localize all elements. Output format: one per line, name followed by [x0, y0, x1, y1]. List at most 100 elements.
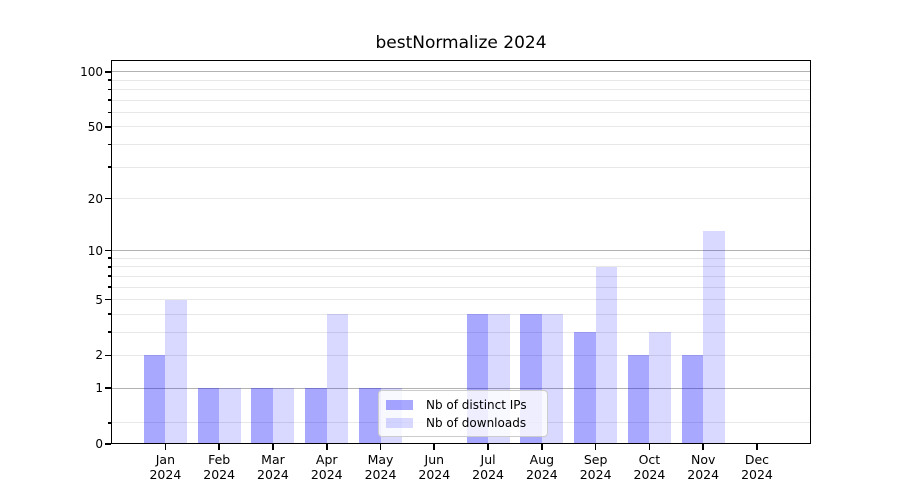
x-tick-label-may: May 2024 — [348, 452, 414, 482]
x-tick-oct — [648, 444, 651, 450]
gridline-y-1 — [111, 387, 811, 389]
bar-oct-downloads — [649, 332, 671, 444]
x-tick-label-aug: Aug 2024 — [509, 452, 575, 482]
x-label-year-aug: 2024 — [525, 467, 558, 482]
legend-swatch-distinct-ips — [386, 400, 413, 410]
x-label-month-jan: Jan — [155, 452, 176, 467]
gridline-y-30 — [111, 166, 811, 168]
x-tick-label-jul: Jul 2024 — [455, 452, 521, 482]
x-tick-label-oct: Oct 2024 — [616, 452, 682, 482]
x-label-month-jun: Jun — [424, 452, 445, 467]
x-label-year-sep: 2024 — [579, 467, 612, 482]
bar-mar-distinct-ips — [251, 388, 273, 444]
legend-entry-downloads: Nb of downloads — [386, 414, 539, 432]
x-label-month-oct: Oct — [638, 452, 661, 467]
bar-mar-downloads — [272, 388, 295, 444]
x-tick-nov — [702, 444, 705, 450]
gridline-y-8 — [111, 266, 811, 268]
x-label-month-sep: Sep — [583, 452, 608, 467]
x-label-year-nov: 2024 — [687, 467, 720, 482]
gridline-y-80 — [111, 89, 811, 91]
gridline-y-100 — [111, 71, 811, 73]
x-label-year-jan: 2024 — [149, 467, 182, 482]
legend-label-distinct-ips: Nb of distinct IPs — [426, 398, 527, 412]
x-label-year-mar: 2024 — [257, 467, 289, 482]
gridline-y-3 — [111, 331, 811, 333]
gridline-y-20 — [111, 198, 811, 199]
x-label-month-dec: Dec — [744, 452, 770, 467]
bar-apr-distinct-ips — [305, 388, 327, 444]
y-tick-label-20: 20 — [87, 191, 103, 206]
bar-feb-downloads — [219, 388, 241, 444]
bar-apr-downloads — [326, 314, 349, 444]
x-tick-sep — [594, 444, 597, 450]
x-tick-label-dec: Dec 2024 — [724, 452, 790, 482]
gridline-y-60 — [111, 112, 811, 114]
y-tick-label-2: 2 — [95, 348, 103, 363]
plot-area: Nb of distinct IPs Nb of downloads — [111, 60, 811, 444]
chart-title: bestNormalize 2024 — [375, 33, 547, 53]
x-tick-label-sep: Sep 2024 — [563, 452, 629, 482]
x-tick-feb — [218, 444, 221, 450]
bar-oct-distinct-ips — [627, 355, 650, 444]
x-label-month-aug: Aug — [529, 452, 555, 467]
x-label-year-feb: 2024 — [203, 467, 236, 482]
bar-jan-downloads — [165, 299, 187, 444]
y-tick-label-1: 1 — [95, 381, 103, 396]
bars-layer — [111, 60, 811, 444]
gridline-y-90 — [111, 79, 811, 81]
gridline-y-5 — [111, 299, 811, 301]
x-tick-label-apr: Apr 2024 — [294, 452, 360, 482]
x-label-year-jul: 2024 — [472, 467, 504, 482]
bar-nov-distinct-ips — [681, 355, 704, 444]
bar-nov-downloads — [703, 231, 725, 444]
x-label-month-apr: Apr — [315, 452, 338, 467]
y-tick-label-50: 50 — [87, 119, 103, 134]
gridline-y-70 — [111, 99, 811, 101]
x-label-year-dec: 2024 — [741, 467, 773, 482]
x-tick-jun — [433, 444, 436, 450]
x-tick-aug — [541, 444, 543, 450]
gridline-y-7 — [111, 275, 811, 277]
x-label-month-mar: Mar — [261, 452, 285, 467]
bar-jan-distinct-ips — [143, 355, 166, 444]
x-label-month-jul: Jul — [480, 452, 496, 467]
y-tick-label-100: 100 — [80, 64, 103, 79]
legend-swatch-downloads — [386, 418, 413, 428]
x-label-year-oct: 2024 — [633, 467, 666, 482]
legend-entry-distinct-ips: Nb of distinct IPs — [386, 396, 539, 414]
bar-sep-downloads — [595, 266, 618, 444]
x-label-month-nov: Nov — [690, 452, 716, 467]
y-tick-label-5: 5 — [95, 292, 103, 307]
x-tick-label-feb: Feb 2024 — [186, 452, 252, 482]
gridline-y-4 — [111, 313, 811, 315]
x-label-year-apr: 2024 — [310, 467, 343, 482]
gridline-y-50 — [111, 126, 811, 128]
x-tick-dec — [756, 444, 758, 450]
x-tick-label-mar: Mar 2024 — [240, 452, 306, 482]
x-label-month-feb: Feb — [208, 452, 231, 467]
x-tick-jan — [164, 444, 167, 450]
gridline-y-6 — [111, 286, 811, 288]
x-label-year-may: 2024 — [364, 467, 397, 482]
x-tick-jul — [487, 444, 489, 450]
gridline-y-10 — [111, 250, 811, 252]
bar-may-distinct-ips — [359, 388, 381, 444]
gridline-y-40 — [111, 144, 811, 146]
x-tick-mar — [272, 444, 274, 450]
bar-sep-distinct-ips — [574, 332, 596, 444]
gridline-y-2 — [111, 354, 811, 356]
x-tick-label-nov: Nov 2024 — [670, 452, 736, 482]
x-tick-label-jan: Jan 2024 — [132, 452, 198, 482]
legend-label-downloads: Nb of downloads — [426, 416, 527, 430]
y-tick-label-0: 0 — [95, 437, 103, 451]
x-label-year-jun: 2024 — [418, 467, 451, 482]
x-tick-label-jun: Jun 2024 — [401, 452, 467, 482]
x-label-month-may: May — [367, 452, 394, 467]
gridline-y-9 — [111, 257, 811, 259]
y-tick-label-10: 10 — [87, 243, 103, 258]
legend: Nb of distinct IPs Nb of downloads — [378, 390, 548, 437]
x-tick-may — [379, 444, 382, 450]
x-tick-apr — [325, 444, 328, 450]
